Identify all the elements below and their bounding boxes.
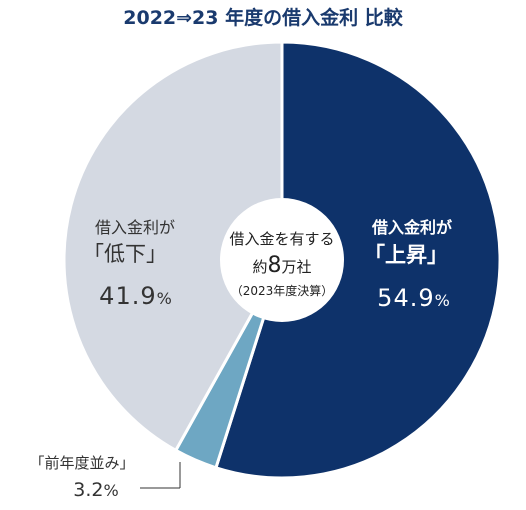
slice-down [62,40,284,453]
slice-up-value-unit: % [435,291,451,310]
slice-down-label-line2: 「低下」 [83,242,167,266]
center-label-suffix: 万社 [282,258,312,276]
slice-same-value: 3.2% [73,479,118,501]
slice-down-value-number: 41.9 [99,282,156,310]
slice-same-value-unit: % [104,481,119,500]
slice-up [214,40,502,480]
slice-down-value-unit: % [157,289,173,308]
center-label-line3: （2023年度決算） [231,283,334,298]
slice-same-label: 「前年度並み」 [29,454,134,472]
center-label-line2: 約8万社 [252,253,311,278]
chart-title: 2022⇒23 年度の借入金利 比較 [123,6,403,29]
slice-same-value-number: 3.2 [73,479,103,501]
slice-up-label-line2: 「上昇」 [364,243,448,267]
slices-group [62,40,502,480]
center-label-number: 8 [268,253,282,278]
slice-down-label-line1: 借入金利が [95,218,175,237]
slice-down-value: 41.9% [99,282,173,310]
slice-up-value: 54.9% [377,284,451,312]
slice-up-value-number: 54.9 [377,284,434,312]
center-label-line1: 借入金を有する [229,230,334,248]
slice-up-label-line1: 借入金利が [371,218,452,237]
center-label-prefix: 約 [252,258,267,276]
center-hole [220,198,344,322]
